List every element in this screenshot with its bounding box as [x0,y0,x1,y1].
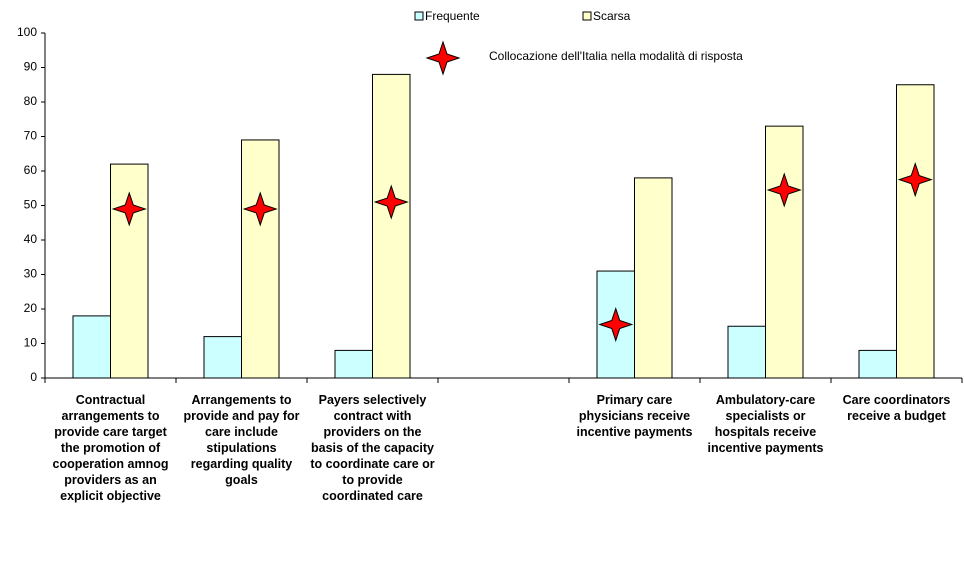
marker [766,172,802,208]
y-tick-label: 80 [24,94,38,108]
marker [111,191,147,227]
bar [727,325,766,379]
y-tick-label: 20 [24,301,38,315]
x-tick-label: Payers selectively contract with provide… [310,393,435,503]
legend-label: Frequente [425,9,480,23]
x-tick-label: Primary care physicians receive incentiv… [576,393,693,439]
y-tick-label: 0 [30,370,37,384]
legend-swatch [414,11,424,21]
legend-marker [425,40,461,76]
marker [598,306,634,343]
y-tick-label: 90 [24,60,38,74]
marker [897,162,933,198]
marker [373,184,409,220]
bar [241,139,280,379]
x-tick-label: Care coordinators receive a budget [842,393,951,423]
bar [858,349,897,379]
y-tick-label: 30 [24,267,38,281]
bar [72,315,111,379]
bar [203,336,242,379]
legend-label: Collocazione dell'Italia nella modalità … [489,49,743,63]
y-tick-label: 40 [24,232,38,246]
bar [334,349,373,379]
y-tick-label: 50 [24,198,38,212]
legend-label: Scarsa [593,9,631,23]
bar [634,177,673,379]
y-tick-label: 60 [24,163,38,177]
bar [765,125,804,379]
y-tick-label: 70 [24,129,38,143]
marker [242,191,278,227]
y-tick-label: 100 [17,25,37,39]
y-tick-label: 10 [24,336,38,350]
bar [372,73,411,379]
x-tick-label: Contractual arrangements to provide care… [52,393,169,503]
bar [896,84,935,379]
legend-swatch [582,11,592,21]
x-tick-label: Ambulatory-care specialists or hospitals… [707,393,824,455]
x-tick-label: Arrangements to provide and pay for care… [183,393,300,487]
